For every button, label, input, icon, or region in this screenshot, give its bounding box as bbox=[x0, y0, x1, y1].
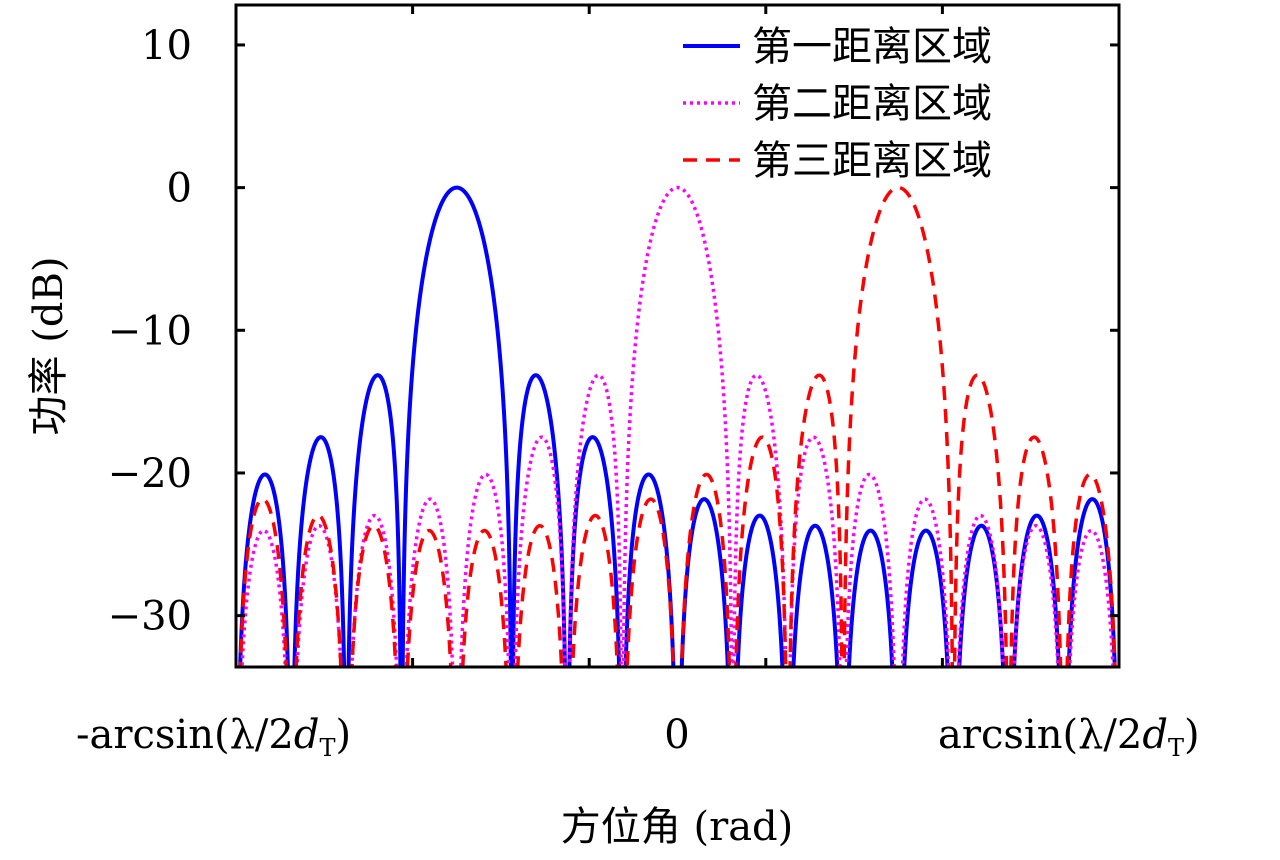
y-tick-label: 10 bbox=[141, 23, 192, 69]
legend-label-3: 第三距离区域 bbox=[752, 138, 992, 184]
y-axis-title: 功率 (dB) bbox=[26, 257, 72, 436]
x-axis bbox=[411, 5, 944, 667]
legend-label-2: 第二距离区域 bbox=[752, 81, 992, 127]
x-axis-title: 方位角 (rad) bbox=[561, 804, 794, 850]
series-line-2 bbox=[240, 185, 1115, 666]
legend-label-1: 第一距离区域 bbox=[752, 24, 992, 70]
series-line-3 bbox=[238, 185, 1117, 666]
x-label-left: -arcsin(λ/2dT) bbox=[76, 712, 351, 762]
y-tick-label: 0 bbox=[167, 166, 192, 212]
y-tick-label: −10 bbox=[108, 308, 192, 354]
y-tick-label: −30 bbox=[108, 594, 192, 640]
series-curves bbox=[238, 185, 1117, 666]
x-label-zero: 0 bbox=[664, 712, 689, 758]
y-tick-label: −20 bbox=[108, 451, 192, 497]
series-line-1 bbox=[238, 185, 1117, 666]
plot-frame bbox=[234, 3, 1121, 669]
y-axis: 10 0 −10 −20 −30 bbox=[108, 23, 1119, 640]
x-label-right: arcsin(λ/2dT) bbox=[938, 712, 1200, 762]
